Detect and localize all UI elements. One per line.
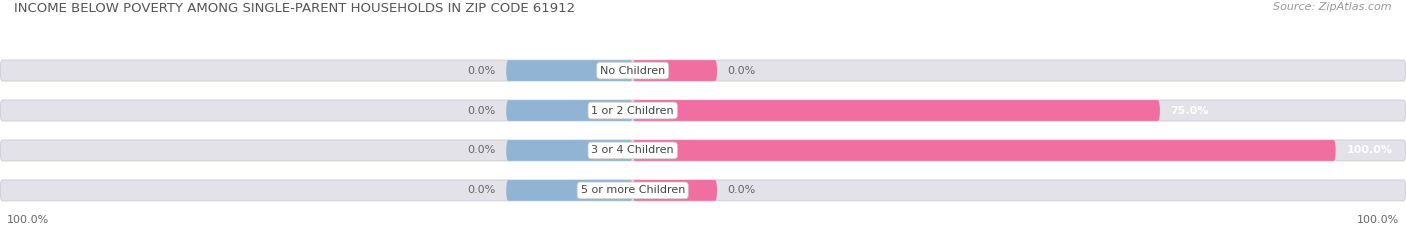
Text: No Children: No Children	[600, 65, 665, 75]
Text: 1 or 2 Children: 1 or 2 Children	[592, 106, 673, 116]
FancyBboxPatch shape	[633, 60, 717, 81]
Text: 100.0%: 100.0%	[1347, 145, 1392, 155]
FancyBboxPatch shape	[0, 60, 1406, 81]
Text: 0.0%: 0.0%	[467, 106, 496, 116]
Text: 0.0%: 0.0%	[467, 65, 496, 75]
FancyBboxPatch shape	[506, 140, 633, 161]
FancyBboxPatch shape	[0, 180, 1406, 201]
FancyBboxPatch shape	[0, 100, 1406, 121]
FancyBboxPatch shape	[0, 140, 1406, 161]
Text: Source: ZipAtlas.com: Source: ZipAtlas.com	[1274, 2, 1392, 12]
Text: 100.0%: 100.0%	[7, 215, 49, 225]
Text: INCOME BELOW POVERTY AMONG SINGLE-PARENT HOUSEHOLDS IN ZIP CODE 61912: INCOME BELOW POVERTY AMONG SINGLE-PARENT…	[14, 2, 575, 15]
FancyBboxPatch shape	[633, 180, 717, 201]
Text: 0.0%: 0.0%	[728, 65, 756, 75]
FancyBboxPatch shape	[506, 100, 633, 121]
Text: 0.0%: 0.0%	[728, 185, 756, 195]
FancyBboxPatch shape	[633, 100, 1160, 121]
Text: 75.0%: 75.0%	[1170, 106, 1209, 116]
Text: 3 or 4 Children: 3 or 4 Children	[592, 145, 673, 155]
Text: 0.0%: 0.0%	[467, 185, 496, 195]
Text: 100.0%: 100.0%	[1357, 215, 1399, 225]
Text: 5 or more Children: 5 or more Children	[581, 185, 685, 195]
Text: 0.0%: 0.0%	[467, 145, 496, 155]
FancyBboxPatch shape	[506, 180, 633, 201]
FancyBboxPatch shape	[506, 60, 633, 81]
FancyBboxPatch shape	[633, 140, 1336, 161]
